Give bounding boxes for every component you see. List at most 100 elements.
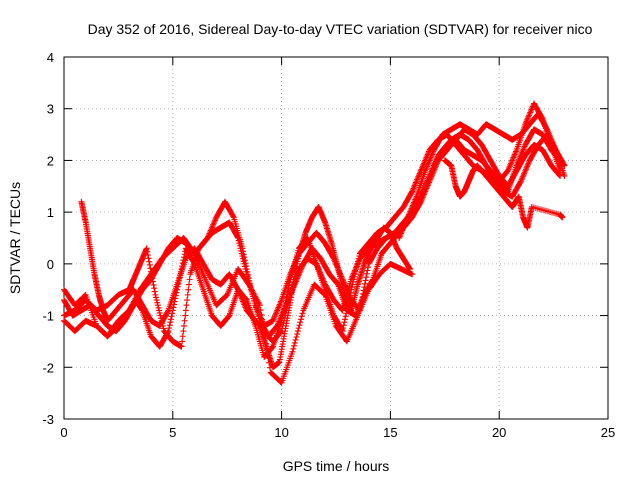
data-point xyxy=(241,257,248,264)
data-point xyxy=(240,251,247,258)
data-point xyxy=(298,316,305,323)
data-point xyxy=(230,213,237,220)
data-point xyxy=(168,313,175,320)
data-point xyxy=(154,302,161,309)
data-point xyxy=(181,317,188,324)
data-point xyxy=(166,322,173,329)
series-track-8 xyxy=(441,157,566,231)
data-point xyxy=(144,248,151,255)
data-point xyxy=(292,336,299,343)
data-point xyxy=(293,333,300,340)
data-point xyxy=(295,325,302,332)
data-point xyxy=(259,316,266,323)
data-point xyxy=(166,325,173,332)
data-point xyxy=(294,331,301,338)
data-point xyxy=(159,320,166,327)
y-tick-label: -3 xyxy=(42,412,54,427)
x-tick-labels: 0 5 10 15 20 25 xyxy=(60,425,615,440)
x-tick-label: 5 xyxy=(169,425,176,440)
data-point xyxy=(157,312,164,319)
data-point xyxy=(160,325,167,332)
data-point xyxy=(244,268,251,275)
data-point xyxy=(156,307,163,314)
data-point xyxy=(179,338,186,345)
x-tick-label: 25 xyxy=(601,425,615,440)
data-point xyxy=(243,266,250,273)
data-point xyxy=(153,297,160,304)
data-point xyxy=(297,319,304,326)
axis-ticks xyxy=(63,56,609,420)
data-point xyxy=(169,310,176,317)
data-point xyxy=(178,343,185,350)
data-point xyxy=(342,316,349,323)
data-point xyxy=(182,307,189,314)
data-point xyxy=(158,317,165,324)
data-point xyxy=(269,344,276,351)
data-point xyxy=(180,328,187,335)
data-point xyxy=(185,286,192,293)
data-point xyxy=(342,313,349,320)
data-point xyxy=(243,296,250,303)
data-point xyxy=(259,321,266,328)
series-track-2 xyxy=(61,126,564,335)
data-point xyxy=(341,319,348,326)
data-point xyxy=(156,309,163,316)
data-point xyxy=(240,248,247,255)
data-point xyxy=(144,251,151,258)
series-track-3 xyxy=(78,126,564,345)
data-point xyxy=(298,313,305,320)
data-series xyxy=(61,100,568,386)
data-point xyxy=(290,345,297,352)
data-point xyxy=(184,291,191,298)
series-track-6 xyxy=(256,203,413,371)
data-point xyxy=(225,313,232,320)
data-point xyxy=(152,291,159,298)
data-point xyxy=(159,322,166,329)
data-point xyxy=(167,316,174,323)
data-point xyxy=(257,307,264,314)
data-point xyxy=(289,348,296,355)
data-point xyxy=(361,280,368,287)
data-point xyxy=(182,312,189,319)
y-tick-label: 3 xyxy=(47,102,54,117)
data-point xyxy=(364,267,371,274)
data-point xyxy=(186,276,193,283)
data-point xyxy=(180,322,187,329)
data-point xyxy=(183,302,190,309)
data-point xyxy=(362,277,369,284)
series-track-5 xyxy=(61,235,416,386)
data-point xyxy=(146,258,153,265)
data-point xyxy=(145,255,152,262)
data-point xyxy=(294,328,301,335)
data-point xyxy=(154,299,161,306)
data-point xyxy=(234,285,241,292)
data-point xyxy=(149,278,156,285)
data-point xyxy=(164,308,171,315)
data-point xyxy=(299,310,306,317)
x-tick-label: 10 xyxy=(274,425,288,440)
data-point xyxy=(157,315,164,322)
data-point xyxy=(277,328,284,335)
data-point xyxy=(408,189,415,196)
data-point xyxy=(243,263,250,270)
data-point xyxy=(143,245,150,252)
data-point xyxy=(409,271,416,278)
data-point xyxy=(150,281,157,288)
y-tick-label: -1 xyxy=(42,309,54,324)
series-track-4 xyxy=(61,131,568,350)
data-point xyxy=(185,281,192,288)
y-tick-label: 0 xyxy=(47,257,54,272)
data-point xyxy=(291,339,298,346)
x-axis-label: GPS time / hours xyxy=(283,458,390,474)
data-point xyxy=(242,260,249,267)
x-tick-label: 15 xyxy=(383,425,397,440)
data-point xyxy=(340,322,347,329)
data-point xyxy=(258,311,265,318)
y-axis-label: SDTVAR / TECUs xyxy=(7,182,23,294)
x-tick-label: 0 xyxy=(60,425,67,440)
data-point xyxy=(170,304,177,311)
data-point xyxy=(153,294,160,301)
data-point xyxy=(151,285,158,292)
